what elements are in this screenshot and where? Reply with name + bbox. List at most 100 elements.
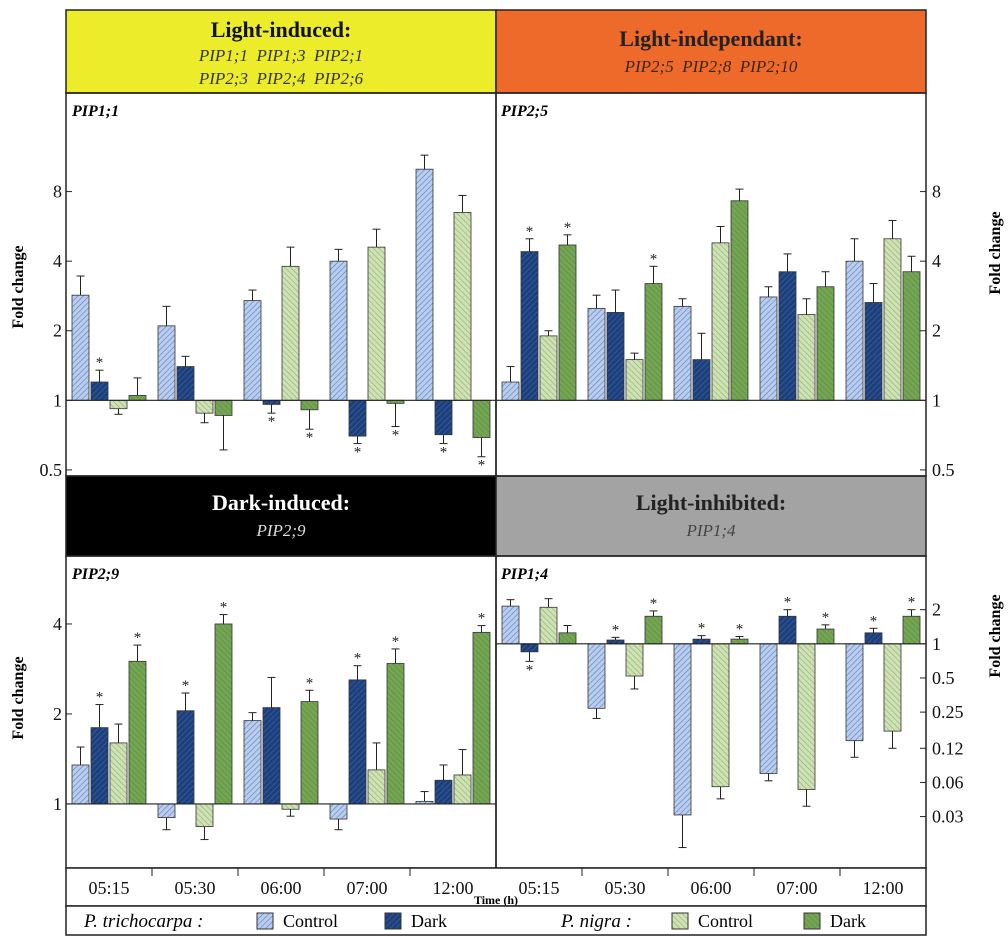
y-tick-label: 2 <box>932 321 941 341</box>
panel-label-pip2-5: PIP2;5 <box>500 103 548 120</box>
bar <box>109 742 128 805</box>
bar <box>243 720 262 805</box>
chart-pip2-9: 1 2 4 * * * * * * * * <box>53 600 496 841</box>
significance-star: * <box>440 445 448 461</box>
y-tick-label: 1 <box>53 390 62 410</box>
significance-star: * <box>650 596 658 612</box>
bar <box>520 251 539 401</box>
bar <box>195 803 214 827</box>
x-tick-label: 05:30 <box>174 878 215 898</box>
bar <box>587 307 606 401</box>
bar <box>883 643 902 732</box>
bar <box>625 643 644 677</box>
y-tick-label: 8 <box>932 182 941 202</box>
bar <box>214 399 233 416</box>
significance-star: * <box>354 651 362 667</box>
x-axis: 05:15 05:30 06:00 07:00 12:00 05:15 05:30 06:00… <box>65 867 927 907</box>
legend-species-trichocarpa: P. trichocarpa : <box>83 911 203 932</box>
legend-swatch-trichocarpa-control <box>256 912 274 930</box>
y-tick-label: 4 <box>53 251 62 271</box>
x-tick-label: 12:00 <box>432 878 473 898</box>
bar <box>348 679 367 805</box>
bar <box>816 286 835 401</box>
significance-star: * <box>736 622 744 638</box>
y-tick-label: 0.25 <box>932 702 964 722</box>
x-axis-title: Time (h) <box>474 893 518 907</box>
bar <box>386 663 405 805</box>
bar <box>625 359 644 401</box>
legend-swatch-nigra-control <box>671 912 689 930</box>
significance-star: * <box>650 251 658 267</box>
bar <box>90 381 109 401</box>
x-tick-label: 06:00 <box>690 878 731 898</box>
significance-star: * <box>564 220 572 236</box>
header-dark-induced-line1: PIP2;9 <box>255 521 306 540</box>
header-light-induced-title: Light-induced: <box>211 17 352 42</box>
bar <box>692 638 711 645</box>
bar <box>262 707 281 805</box>
header-light-induced-line1: PIP1;1 PIP1;3 PIP2;1 <box>198 46 363 65</box>
bar <box>367 769 386 805</box>
bar <box>348 399 367 437</box>
significance-star: * <box>268 414 276 430</box>
y-tick-label: 4 <box>932 251 941 271</box>
bar <box>673 305 692 401</box>
bar <box>759 296 778 401</box>
bar <box>281 803 300 810</box>
ylabel-top-right: Fold change <box>987 211 1004 294</box>
bar <box>797 314 816 401</box>
header-light-independent: Light-independant: PIP2;5 PIP2;8 PIP2;10 <box>495 9 927 94</box>
x-tick-label: 05:15 <box>518 878 559 898</box>
panel-label-pip1-4: PIP1;4 <box>500 566 548 583</box>
y-tick-label: 0.06 <box>932 772 964 792</box>
bar <box>778 615 797 645</box>
y-tick-label: 4 <box>53 614 62 634</box>
y-tick-label: 1 <box>932 634 941 654</box>
significance-star: * <box>478 458 486 474</box>
significance-star: * <box>306 675 314 691</box>
bar <box>730 638 749 645</box>
bar <box>864 302 883 401</box>
header-light-inhibited: Light-inhibited: PIP1;4 <box>495 475 927 557</box>
bar <box>587 643 606 709</box>
bar <box>472 399 491 438</box>
bar <box>128 660 147 805</box>
bar <box>434 779 453 805</box>
significance-star: * <box>908 595 916 611</box>
ylabel-bottom-left: Fold change <box>10 656 27 739</box>
bar <box>300 701 319 805</box>
bar <box>472 631 491 805</box>
bar <box>845 643 864 742</box>
bar <box>644 615 663 645</box>
bar <box>243 300 262 401</box>
legend: P. trichocarpa : Control Dark P. nigra :… <box>65 905 927 936</box>
ylabel-bottom-right: Fold change <box>987 594 1004 677</box>
significance-star: * <box>612 622 620 638</box>
bar <box>673 643 692 816</box>
significance-star: * <box>96 355 104 371</box>
y-tick-label: 0.5 <box>932 460 955 480</box>
header-light-independent-line1: PIP2;5 PIP2;8 PIP2;10 <box>624 57 798 76</box>
bar <box>759 643 778 774</box>
chart-pip2-5: 0.5 1 2 4 8 * * * <box>496 182 955 480</box>
x-tick-label: 05:15 <box>88 878 129 898</box>
bar <box>558 632 577 645</box>
y-tick-label: 2 <box>53 704 62 724</box>
y-tick-label: 0.03 <box>932 807 964 827</box>
significance-star: * <box>392 634 400 650</box>
significance-star: * <box>870 613 878 629</box>
panel-label-pip1-1: PIP1;1 <box>71 103 119 120</box>
bar <box>71 764 90 805</box>
bar <box>367 246 386 401</box>
bar <box>157 325 176 401</box>
bar <box>797 643 816 790</box>
bar <box>864 632 883 645</box>
legend-label-trichocarpa-control: Control <box>283 911 338 931</box>
significance-star: * <box>526 224 534 240</box>
significance-star: * <box>306 430 314 446</box>
bar <box>214 623 233 805</box>
chart-pip1-1: 0.5 1 2 4 8 * * * * * * * <box>40 154 496 480</box>
bar <box>329 260 348 401</box>
header-dark-induced: Dark-induced: PIP2;9 <box>65 475 497 557</box>
